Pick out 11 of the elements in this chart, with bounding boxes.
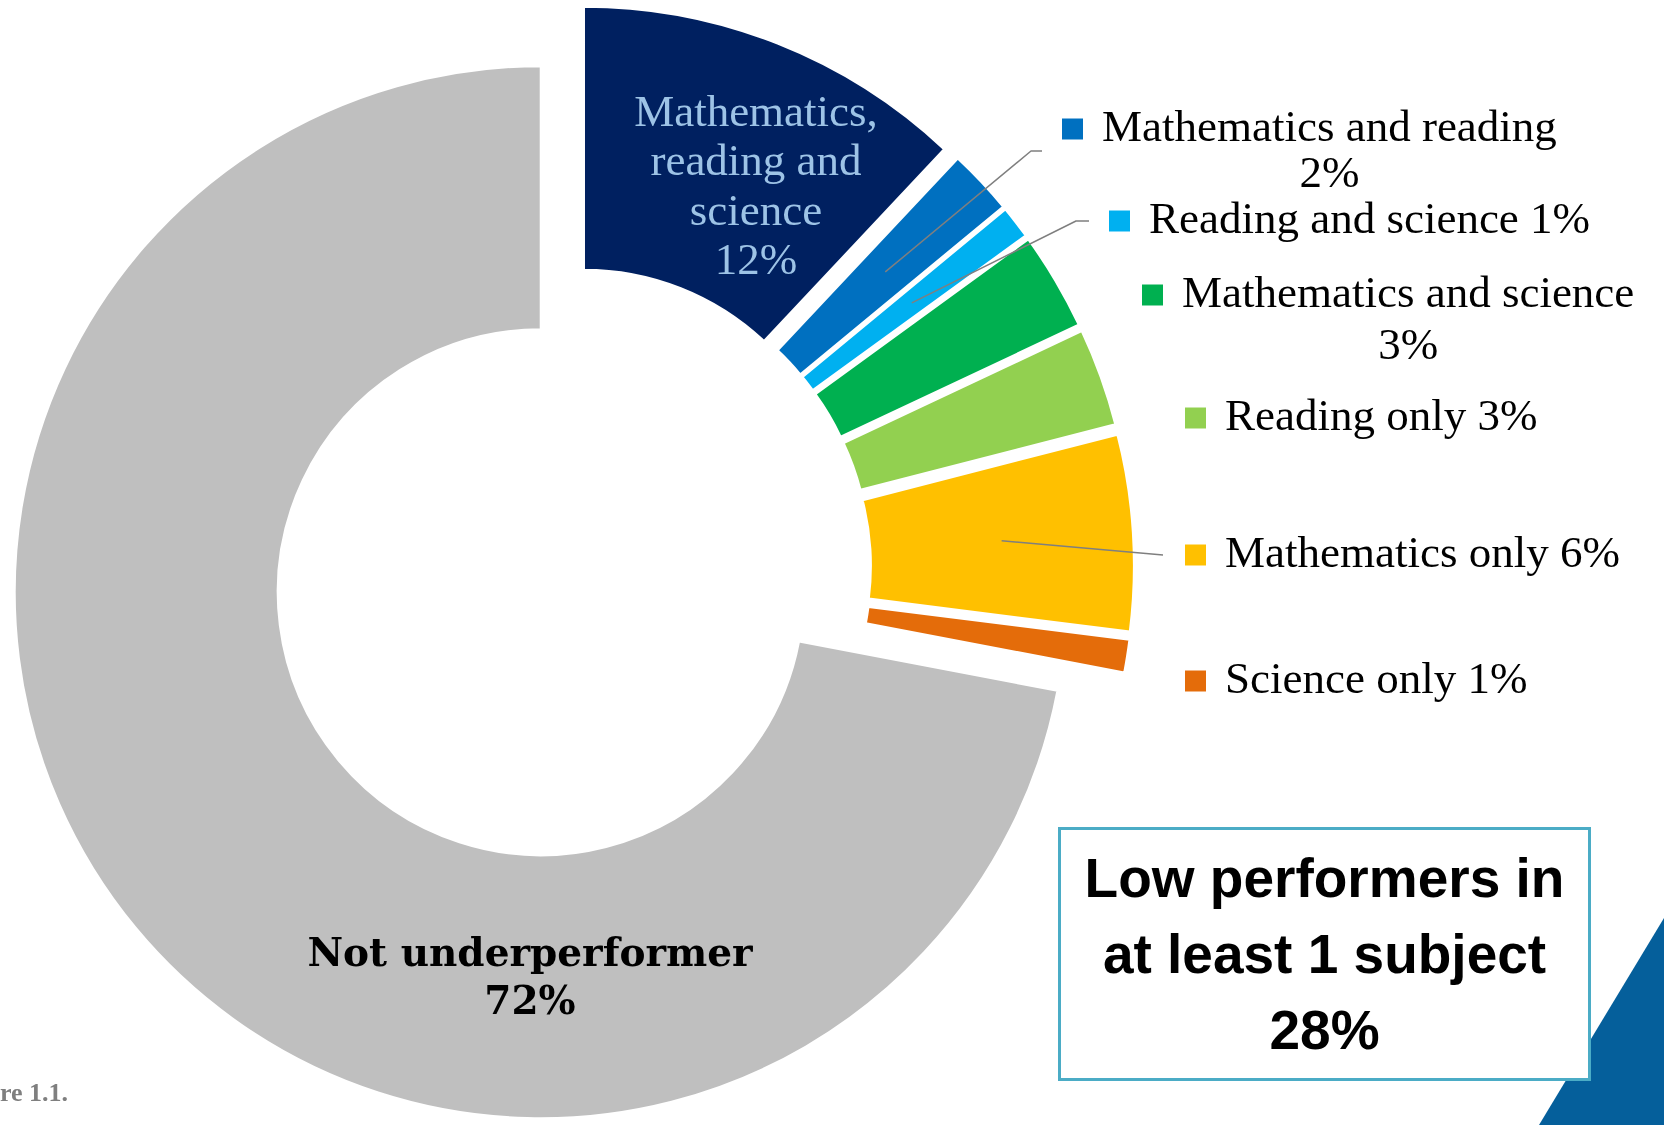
slice-label: Mathematics, reading and science <box>634 85 878 235</box>
legend-label: Mathematics and science <box>1182 266 1635 317</box>
data-label: 3% <box>1378 318 1439 369</box>
slice-label: Not underperformer <box>307 929 754 976</box>
legend-label: Science only 1% <box>1225 652 1528 703</box>
data-label: 12% <box>714 234 798 285</box>
text: re 1.1. <box>0 1078 69 1107</box>
legend-label: Mathematics only 6% <box>1225 526 1620 577</box>
data-label: 72% <box>484 977 576 1024</box>
text: Low performers in at least 1 subject 28% <box>1083 846 1566 1063</box>
legend-label: Reading only 3% <box>1225 389 1538 440</box>
